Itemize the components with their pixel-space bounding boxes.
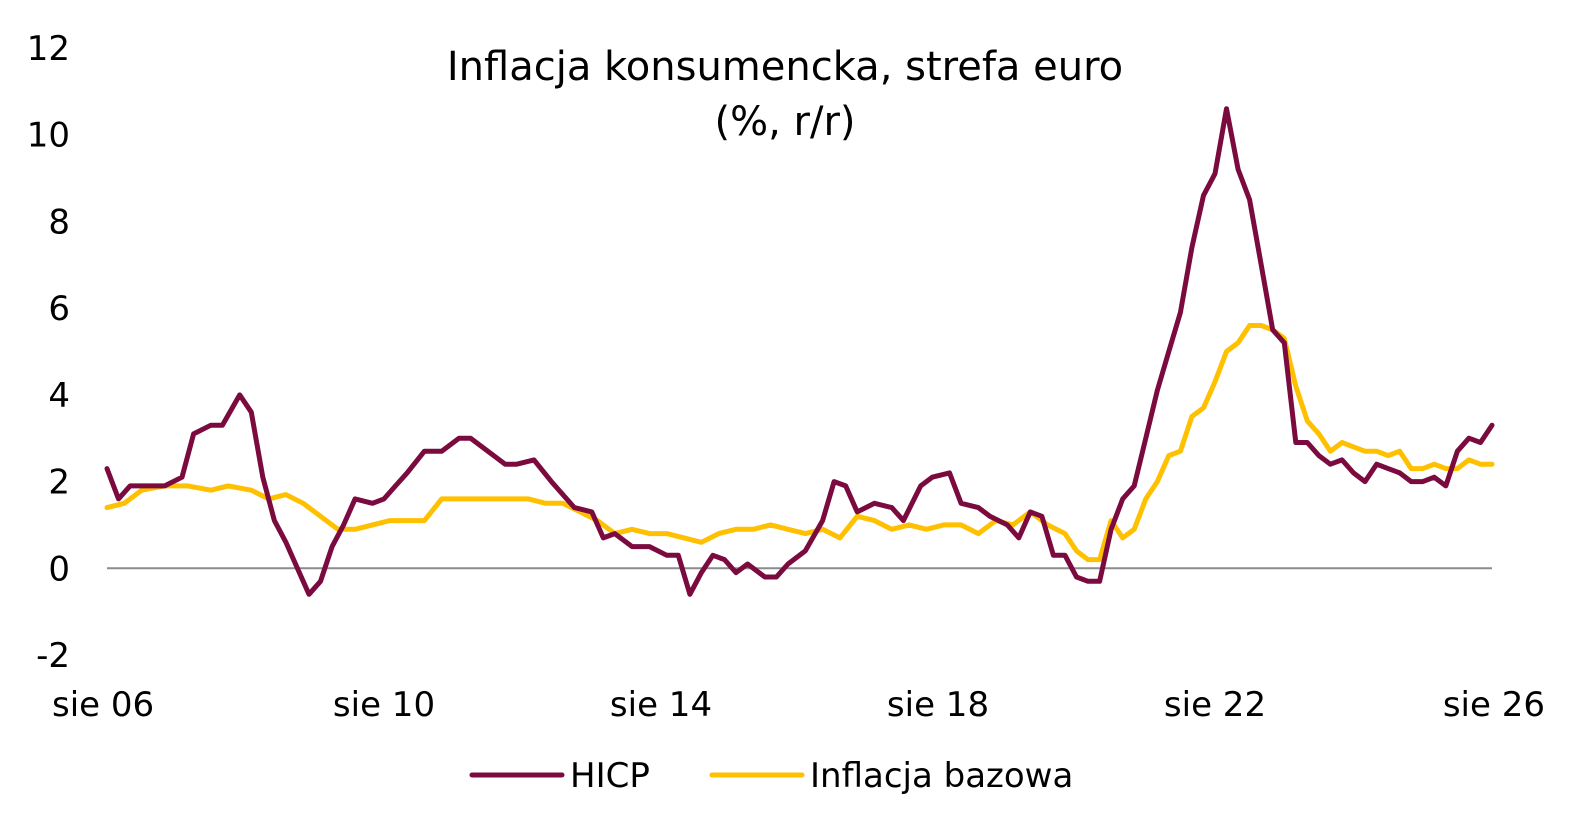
y-tick-label: 4 [48, 376, 70, 416]
series-line-hicp [104, 106, 1495, 597]
chart-title: Inflacja konsumencka, strefa euro [447, 44, 1123, 90]
y-tick-label: -2 [36, 636, 70, 676]
x-tick-label: sie 22 [1164, 685, 1266, 725]
x-tick-label: sie 18 [887, 685, 989, 725]
y-axis-tick-labels: -2 0 2 4 6 8 10 12 [27, 29, 70, 676]
y-tick-label: 8 [48, 202, 70, 242]
series-line-inflacja-bazowa [104, 323, 1495, 563]
y-tick-label: 12 [27, 29, 70, 69]
chart-subtitle: (%, r/r) [714, 99, 855, 145]
y-tick-label: 0 [48, 549, 70, 589]
legend-label: HICP [570, 756, 650, 796]
x-tick-label: sie 14 [610, 685, 712, 725]
series-lines [104, 106, 1495, 597]
y-tick-label: 2 [48, 463, 70, 503]
x-tick-label: sie 26 [1443, 685, 1545, 725]
x-axis-tick-labels: sie 06 sie 10 sie 14 sie 18 sie 22 sie 26 [52, 685, 1545, 725]
legend-label: Inflacja bazowa [810, 756, 1073, 796]
x-tick-label: sie 10 [333, 685, 435, 725]
x-tick-label: sie 06 [52, 685, 154, 725]
y-tick-label: 10 [27, 116, 70, 156]
legend: HICP Inflacja bazowa [469, 756, 1073, 796]
y-tick-label: 6 [48, 289, 70, 329]
